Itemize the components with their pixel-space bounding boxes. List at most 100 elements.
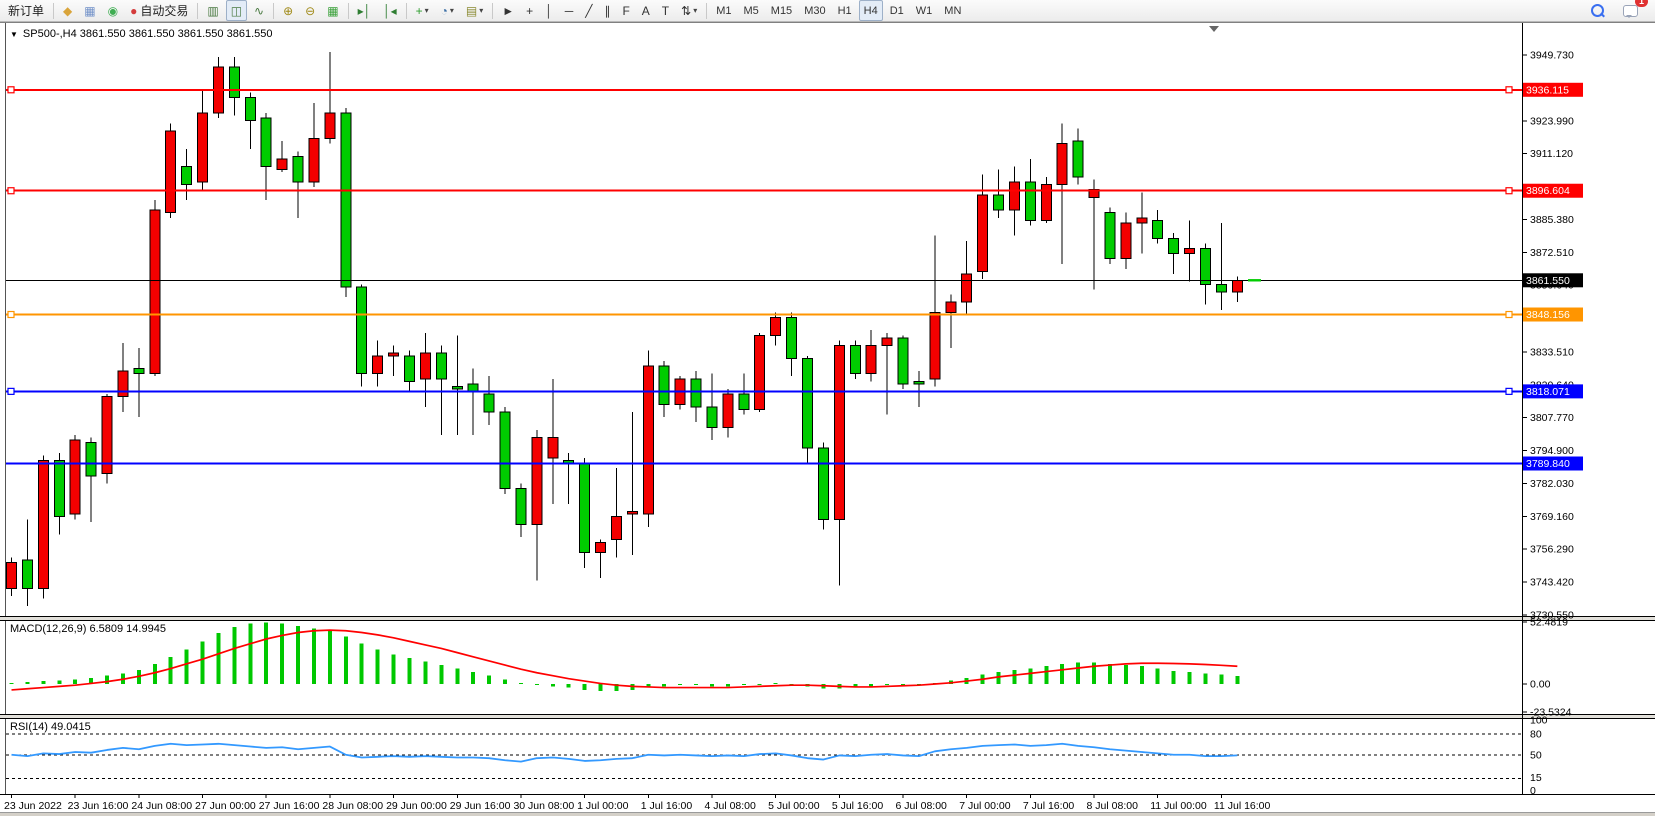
candle <box>610 516 622 541</box>
svg-text:0: 0 <box>1530 785 1536 797</box>
channel-icon[interactable]: ∥ <box>599 0 615 21</box>
candle <box>372 355 384 375</box>
timeframe-label: M5 <box>743 4 759 17</box>
period-icon[interactable]: ◔ ▾ <box>436 0 459 21</box>
arrows-icon[interactable]: ⇅ ▾ <box>676 0 702 21</box>
pane-splitter[interactable] <box>0 715 1655 718</box>
macd-histogram-bar <box>901 684 906 686</box>
candle <box>356 286 368 375</box>
timeframe-button-d1[interactable]: D1 <box>885 0 909 21</box>
line-handle[interactable] <box>1505 310 1513 319</box>
time-axis-label: 24 Jun 08:00 <box>131 800 192 812</box>
crosshair-icon[interactable]: + <box>521 0 538 21</box>
candlestick-chart-icon[interactable]: ◫ <box>225 0 248 21</box>
time-axis-label: 7 Jul 16:00 <box>1023 800 1075 812</box>
candle <box>404 355 415 382</box>
chevron-down-icon[interactable]: ▾ <box>424 6 429 15</box>
time-axis-label: 23 Jun 2022 <box>4 800 62 812</box>
svg-text:3794.900: 3794.900 <box>1530 445 1574 457</box>
new-order-button[interactable]: 新订单 <box>3 0 49 21</box>
time-axis-label: 27 Jun 16:00 <box>259 800 320 812</box>
macd-histogram-bar <box>694 684 699 686</box>
macd-histogram-bar <box>709 684 714 687</box>
gold-coins-icon[interactable]: ◆ <box>58 0 77 21</box>
line-handle[interactable] <box>1505 86 1513 94</box>
horizontal-line-icon[interactable]: ─ <box>560 0 579 21</box>
macd-histogram-bar <box>216 633 221 684</box>
timeframe-button-h1[interactable]: H1 <box>833 0 857 21</box>
trendline-icon[interactable]: ╱ <box>580 0 597 21</box>
line-handle[interactable] <box>7 86 15 94</box>
chevron-down-icon[interactable]: ▾ <box>693 6 698 15</box>
candle <box>1184 247 1196 255</box>
text-icon[interactable]: A <box>637 0 655 21</box>
signal-icon[interactable]: ◉ <box>103 0 123 21</box>
line-handle[interactable] <box>1505 387 1513 395</box>
line-handle[interactable] <box>7 187 15 195</box>
macd-histogram-bar <box>885 684 890 686</box>
timeframe-button-mn[interactable]: MN <box>939 0 966 21</box>
chevron-down-icon[interactable]: ▾ <box>479 6 484 15</box>
timeframe-button-m30[interactable]: M30 <box>799 0 830 21</box>
candle <box>1120 222 1132 260</box>
timeframe-button-h4[interactable]: H4 <box>858 0 883 21</box>
toolbar-separator <box>53 2 55 19</box>
candle <box>69 439 81 515</box>
search-button[interactable] <box>1586 0 1609 21</box>
macd-histogram-bar <box>1171 670 1176 684</box>
candle <box>149 209 161 375</box>
zoom-in-icon[interactable]: ⊕ <box>278 0 298 21</box>
macd-histogram-bar <box>89 678 94 684</box>
candle <box>499 411 511 490</box>
line-chart-icon[interactable]: ∿ <box>249 0 269 21</box>
horizontal-lines[interactable] <box>6 86 1522 465</box>
time-axis[interactable]: 23 Jun 2022 23 Jun 16:00 24 Jun 08:00 27 Ju… <box>4 794 1271 812</box>
timeframe-button-m5[interactable]: M5 <box>739 0 764 21</box>
price-label <box>1523 307 1583 322</box>
template-icon: ▤ <box>465 3 478 18</box>
text-label-icon[interactable]: T <box>657 0 674 21</box>
timeframe-button-w1[interactable]: W1 <box>911 0 938 21</box>
timeframe-button-m15[interactable]: M15 <box>766 0 797 21</box>
candle <box>738 393 750 410</box>
candle <box>658 365 670 405</box>
vertical-line-icon[interactable]: │ <box>540 0 558 21</box>
notifications-button[interactable]: 1 <box>1618 0 1648 21</box>
time-axis-label: 1 Jul 16:00 <box>641 800 693 812</box>
chevron-down-icon[interactable]: ▾ <box>449 6 454 15</box>
candle <box>165 130 177 214</box>
line-handle[interactable] <box>7 387 15 395</box>
macd-histogram-bar <box>41 681 46 684</box>
new-chart-icon[interactable]: + ▾ <box>411 0 434 21</box>
svg-text:-23.5324: -23.5324 <box>1530 706 1572 718</box>
macd-histogram-bar <box>1123 665 1128 684</box>
line-handle[interactable] <box>1505 187 1513 195</box>
bar-chart-icon[interactable]: ▥ <box>202 0 223 21</box>
auto-scroll-icon[interactable]: ▸│ <box>353 0 377 21</box>
timeframe-button-m1[interactable]: M1 <box>711 0 736 21</box>
candle <box>1152 219 1164 239</box>
candles <box>6 51 1243 607</box>
candle <box>786 316 798 359</box>
zoom-out-icon[interactable]: ⊖ <box>300 0 320 21</box>
fibonacci-icon[interactable]: F <box>617 0 634 21</box>
macd-histogram-bar <box>73 679 78 684</box>
macd-pane: 52.4819 0.00 -23.5324 <box>9 616 1572 718</box>
pane-splitter[interactable] <box>0 617 1655 620</box>
auto-trading-button[interactable]: ● 自动交易 <box>125 0 193 21</box>
line-handle[interactable] <box>7 310 15 319</box>
macd-histogram-bar <box>1028 668 1033 684</box>
svg-text:3782.030: 3782.030 <box>1530 478 1574 490</box>
svg-text:3730.550: 3730.550 <box>1530 609 1574 621</box>
chart-canvas[interactable]: 3949.730 3923.990 3911.120 3885.380 3872.510… <box>0 23 1655 816</box>
chart-shift-icon[interactable]: │◂ <box>378 0 402 21</box>
chart-shift-marker[interactable] <box>1209 26 1219 32</box>
candle <box>244 97 256 122</box>
toolbar-separator <box>273 2 275 19</box>
template-icon[interactable]: ▤ ▾ <box>461 0 488 21</box>
market-watch-icon[interactable]: ▦ <box>79 0 100 21</box>
timeframe-label: MN <box>944 4 962 17</box>
cursor-icon[interactable]: ► <box>497 0 519 21</box>
macd-histogram-bar <box>375 649 380 684</box>
tile-windows-icon[interactable]: ▦ <box>322 0 343 21</box>
